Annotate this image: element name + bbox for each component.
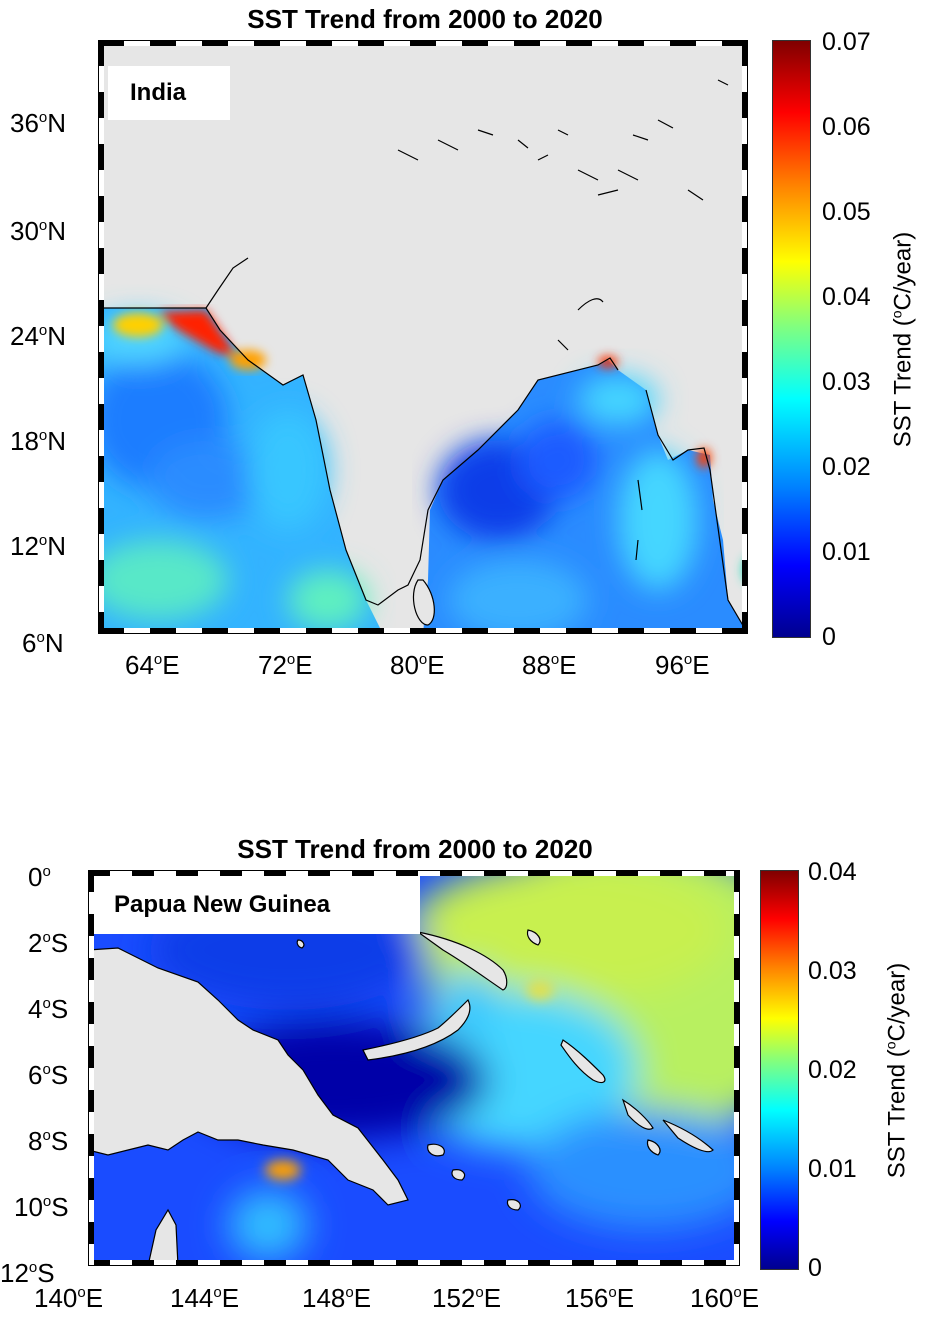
india-colorbar-label: SST Trend (oC/year) bbox=[888, 231, 917, 448]
lat-tick-0: 0o bbox=[28, 862, 51, 892]
cb-tick-0.04: 0.04 bbox=[822, 283, 871, 311]
lon-tick-156e: 156oE bbox=[565, 1283, 635, 1313]
india-colorbar bbox=[772, 40, 811, 638]
india-map-title: SST Trend from 2000 to 2020 bbox=[247, 4, 603, 34]
lat-tick-2s: 2oS bbox=[28, 928, 69, 958]
lat-tick-12n: 12oN bbox=[10, 531, 67, 561]
cb-tick-0.06: 0.06 bbox=[822, 113, 871, 141]
png-panel: SST Trend from 2000 to 2020 bbox=[0, 830, 935, 1319]
lon-tick-80e: 80oE bbox=[390, 650, 445, 680]
png-colorbar-label: SST Trend (oC/year) bbox=[882, 962, 911, 1179]
lat-tick-24n: 24oN bbox=[10, 321, 67, 351]
lat-tick-4s: 4oS bbox=[28, 994, 69, 1024]
cb-tick-0.03: 0.03 bbox=[808, 957, 857, 985]
cb-tick-0.02: 0.02 bbox=[808, 1056, 857, 1084]
lon-tick-160e: 160oE bbox=[690, 1283, 760, 1313]
png-sst-map: Papua New Guinea bbox=[88, 870, 740, 1266]
region-label-png: Papua New Guinea bbox=[92, 876, 420, 934]
lat-tick-6s: 6oS bbox=[28, 1060, 69, 1090]
lat-tick-18n: 18oN bbox=[10, 426, 67, 456]
lat-tick-36n: 36oN bbox=[10, 108, 67, 138]
india-sst-field bbox=[98, 79, 748, 634]
arabian-sea-trend bbox=[98, 308, 383, 634]
cb-tick-0.01: 0.01 bbox=[822, 538, 871, 566]
lon-tick-144e: 144oE bbox=[170, 1283, 240, 1313]
india-sst-map: India bbox=[98, 40, 748, 634]
lon-tick-88e: 88oE bbox=[522, 650, 577, 680]
lon-tick-152e: 152oE bbox=[432, 1283, 502, 1313]
lon-tick-64e: 64oE bbox=[125, 650, 180, 680]
india-panel: SST Trend from 2000 to 2020 bbox=[10, 4, 917, 680]
cb-tick-0.07: 0.07 bbox=[822, 28, 871, 56]
png-colorbar bbox=[760, 870, 799, 1270]
cb-tick-0: 0 bbox=[808, 1254, 822, 1282]
cb-tick-0.04: 0.04 bbox=[808, 858, 857, 886]
cb-tick-0.03: 0.03 bbox=[822, 368, 871, 396]
png-map-title: SST Trend from 2000 to 2020 bbox=[237, 834, 593, 864]
region-label-india: India bbox=[108, 66, 230, 120]
lon-tick-140e: 140oE bbox=[34, 1283, 104, 1313]
cb-tick-0.05: 0.05 bbox=[822, 198, 871, 226]
lon-tick-148e: 148oE bbox=[302, 1283, 372, 1313]
cb-tick-0.01: 0.01 bbox=[808, 1155, 857, 1183]
bay-of-bengal-trend bbox=[423, 356, 748, 634]
lat-tick-8s: 8oS bbox=[28, 1126, 69, 1156]
lat-tick-12s: 12oS bbox=[0, 1258, 55, 1288]
lat-tick-6n: 6oN bbox=[22, 628, 64, 658]
lat-tick-10s: 10oS bbox=[14, 1192, 69, 1222]
lon-tick-96e: 96oE bbox=[655, 650, 710, 680]
cb-tick-0: 0 bbox=[822, 623, 836, 651]
lon-tick-72e: 72oE bbox=[258, 650, 313, 680]
cb-tick-0.02: 0.02 bbox=[822, 453, 871, 481]
lat-tick-30n: 30oN bbox=[10, 216, 67, 246]
